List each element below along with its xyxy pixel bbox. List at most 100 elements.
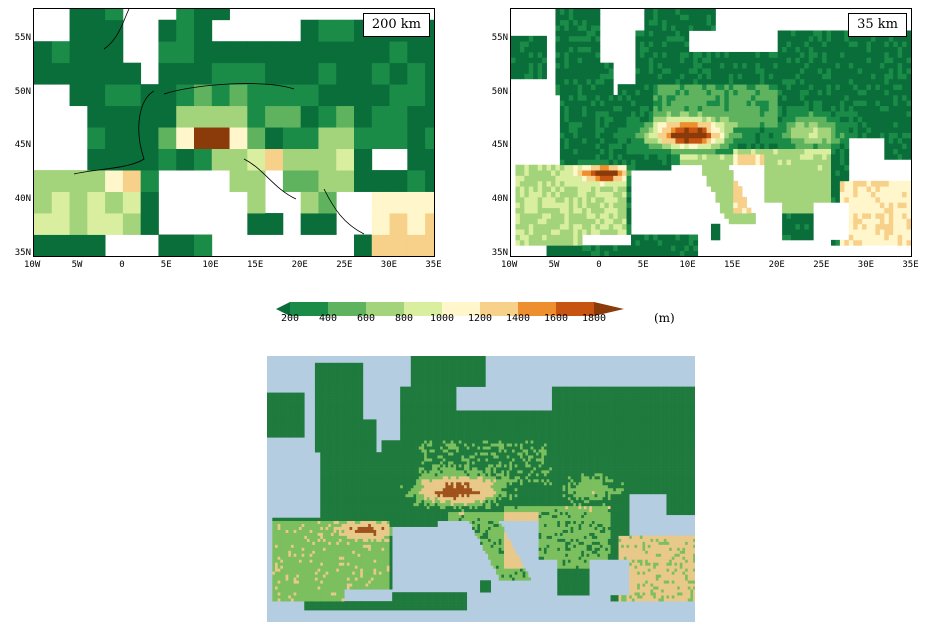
grid-cell xyxy=(573,229,579,235)
relief-cell xyxy=(272,529,276,533)
grid-cell xyxy=(604,196,610,203)
grid-cell xyxy=(675,89,681,96)
relief-cell xyxy=(333,467,337,471)
grid-cell xyxy=(817,132,823,139)
relief-cell xyxy=(336,422,340,426)
grid-cell xyxy=(586,35,592,42)
grid-cell xyxy=(591,164,596,171)
relief-cell xyxy=(346,419,350,423)
grid-cell xyxy=(662,25,667,31)
grid-cell xyxy=(795,116,801,123)
grid-cell xyxy=(906,202,911,209)
grid-cell xyxy=(617,111,623,117)
relief-cell xyxy=(304,538,308,542)
relief-cell xyxy=(274,520,278,524)
grid-cell xyxy=(839,62,845,69)
grid-cell xyxy=(755,111,761,117)
grid-cell xyxy=(671,137,676,144)
grid-cell xyxy=(662,105,667,112)
relief-cell xyxy=(346,380,350,384)
grid-cell xyxy=(853,234,859,241)
grid-cell xyxy=(755,51,761,58)
grid-cell xyxy=(702,170,707,176)
relief-cell xyxy=(344,461,348,465)
grid-cell xyxy=(902,180,907,187)
grid-cell xyxy=(684,30,690,37)
grid-cell xyxy=(318,127,337,150)
relief-cell xyxy=(306,520,310,524)
relief-cell xyxy=(320,431,324,435)
grid-cell xyxy=(782,191,787,198)
grid-cell xyxy=(371,170,390,192)
relief-cell xyxy=(325,437,329,441)
relief-cell xyxy=(341,461,345,465)
grid-cell xyxy=(675,153,681,160)
grid-cell xyxy=(893,153,899,160)
relief-cell xyxy=(341,586,345,590)
relief-cell xyxy=(272,589,276,593)
grid-cell xyxy=(662,132,667,139)
grid-cell xyxy=(515,239,521,246)
relief-cell xyxy=(333,535,337,539)
grid-cell xyxy=(719,191,725,198)
grid-cell xyxy=(577,35,583,42)
grid-cell xyxy=(533,218,539,225)
grid-cell xyxy=(648,62,654,69)
grid-cell xyxy=(755,132,761,139)
relief-cell xyxy=(320,377,324,381)
relief-cell xyxy=(272,413,276,417)
grid-cell xyxy=(702,89,707,96)
grid-cell xyxy=(371,41,390,64)
relief-cell xyxy=(330,416,334,420)
relief-cell xyxy=(336,416,340,420)
grid-cell xyxy=(582,229,587,235)
grid-cell xyxy=(657,116,663,123)
relief-cell xyxy=(336,502,340,507)
grid-cell xyxy=(728,51,734,58)
grid-cell xyxy=(613,245,619,252)
grid-cell xyxy=(786,186,792,192)
relief-cell xyxy=(328,395,332,399)
relief-cell xyxy=(274,568,278,572)
grid-cell xyxy=(573,245,579,252)
grid-cell xyxy=(764,164,770,171)
grid-cell xyxy=(768,68,774,74)
relief-cell xyxy=(336,496,340,501)
relief-cell xyxy=(325,595,329,599)
grid-cell xyxy=(857,229,863,235)
grid-cell xyxy=(693,68,699,74)
relief-cell xyxy=(341,589,345,593)
relief-cell xyxy=(333,437,337,441)
grid-cell xyxy=(194,41,213,64)
grid-cell xyxy=(742,207,747,214)
grid-cell xyxy=(875,105,881,112)
relief-cell xyxy=(325,365,329,370)
relief-cell xyxy=(282,407,286,411)
grid-cell xyxy=(635,73,641,80)
grid-cell xyxy=(804,68,810,74)
relief-cell xyxy=(330,410,334,414)
grid-cell xyxy=(844,148,850,155)
relief-cell xyxy=(333,481,337,486)
relief-cell xyxy=(341,562,345,566)
grid-cell xyxy=(884,191,890,198)
relief-cell xyxy=(341,473,345,477)
grid-cell xyxy=(799,213,805,219)
grid-cell xyxy=(582,250,587,256)
relief-cell xyxy=(333,559,337,563)
relief-cell xyxy=(333,523,337,527)
relief-cell xyxy=(333,478,337,483)
relief-cell xyxy=(344,538,348,542)
grid-cell xyxy=(706,153,712,160)
grid-cell xyxy=(555,239,561,246)
grid-cell xyxy=(608,121,614,128)
grid-cell xyxy=(906,35,911,42)
grid-cell xyxy=(782,159,787,166)
grid-cell xyxy=(862,68,867,74)
grid-cell xyxy=(644,51,650,58)
grid-cell xyxy=(697,148,703,155)
grid-cell xyxy=(893,148,899,155)
grid-cell xyxy=(711,14,716,21)
grid-cell xyxy=(599,159,605,166)
grid-cell xyxy=(826,89,832,96)
